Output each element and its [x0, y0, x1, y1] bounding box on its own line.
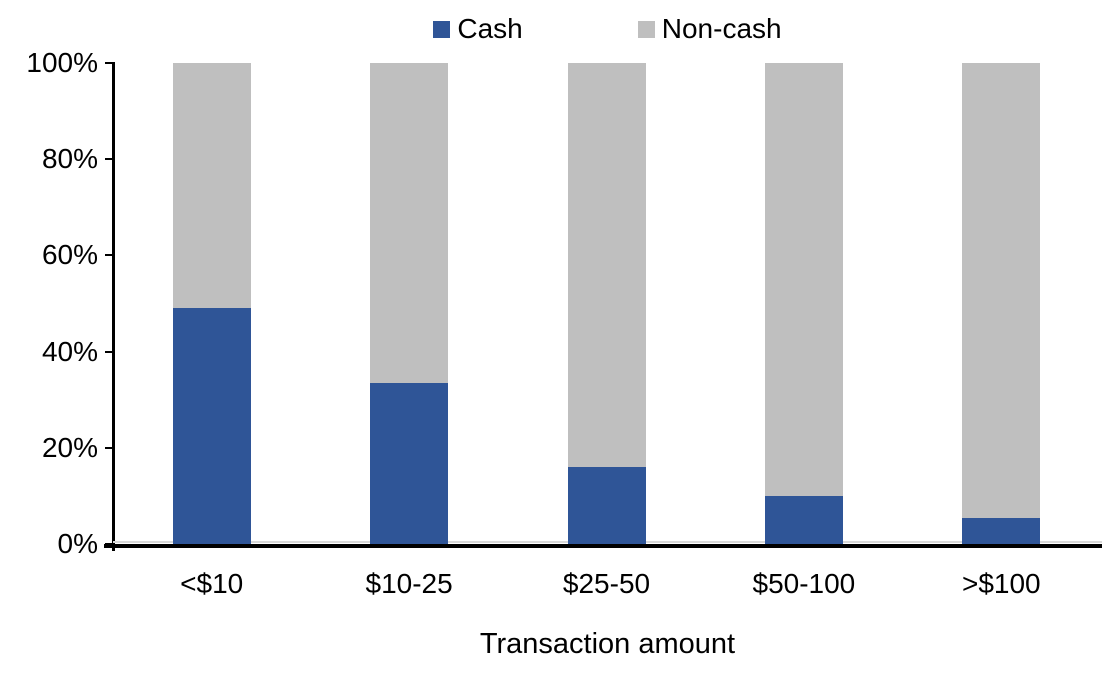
cash-swatch-icon	[433, 20, 451, 38]
bar-segment-cash-3	[764, 495, 843, 544]
y-axis-tick-label: 80%	[41, 143, 98, 175]
bar-segment-non-cash-2	[567, 63, 646, 468]
x-axis-category-label: $50-100	[752, 568, 856, 599]
bar-segment-cash-0	[172, 308, 251, 544]
y-axis-tick-label: 20%	[41, 431, 98, 463]
x-axis-title: Transaction amount	[479, 628, 736, 660]
y-axis-tick	[105, 350, 113, 353]
legend-label-non-cash: Non-cash	[661, 13, 782, 44]
legend: Cash Non-cash	[113, 10, 1102, 48]
y-axis-tick	[105, 158, 113, 161]
non-cash-swatch-icon	[637, 20, 655, 38]
y-axis-tick-label: 60%	[41, 239, 98, 271]
y-axis-tick	[105, 62, 113, 64]
x-axis-category-label: $25-50	[562, 568, 651, 599]
bar-segment-cash-1	[370, 382, 449, 544]
bar-segment-cash-2	[567, 467, 646, 544]
x-axis-line	[104, 544, 1102, 548]
y-axis-tick	[105, 254, 113, 257]
bar-segment-non-cash-3	[764, 63, 843, 496]
y-axis-tick	[105, 446, 113, 449]
y-axis-tick-label: 100%	[26, 47, 98, 78]
bar-segment-cash-4	[962, 517, 1041, 544]
bar-segment-non-cash-4	[962, 63, 1041, 518]
x-axis-category-label: $10-25	[365, 568, 453, 599]
x-axis-category-label: <$10	[180, 568, 244, 599]
legend-item-non-cash: Non-cash	[637, 10, 782, 48]
bar-segment-non-cash-0	[172, 63, 251, 309]
legend-label-cash: Cash	[457, 13, 523, 44]
y-axis-tick-label: 40%	[41, 335, 98, 367]
bar-segment-non-cash-1	[370, 63, 449, 383]
x-axis-category-label: >$100	[961, 568, 1041, 599]
y-axis-tick-label: 0%	[57, 528, 98, 559]
y-axis-line	[112, 62, 115, 551]
legend-item-cash: Cash	[433, 10, 523, 48]
